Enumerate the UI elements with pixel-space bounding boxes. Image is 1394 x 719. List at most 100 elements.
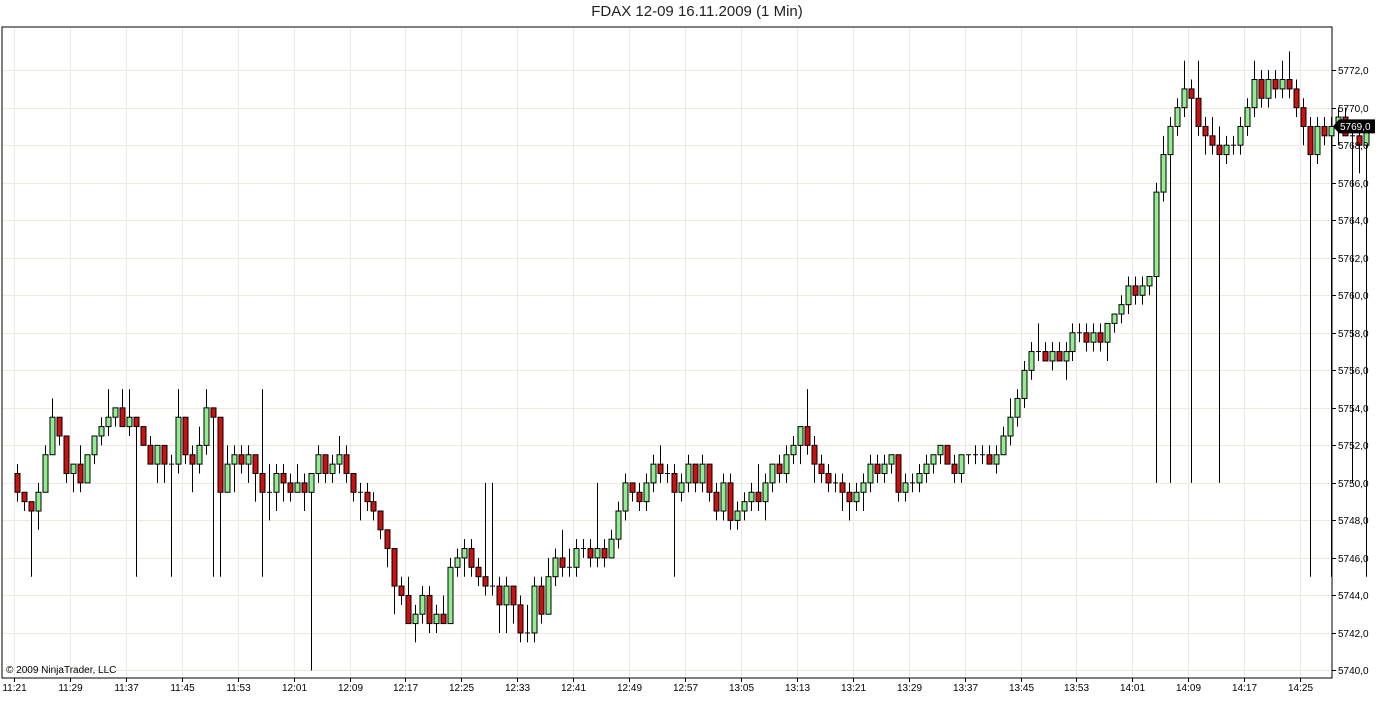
candle — [755, 464, 762, 512]
candle-body — [629, 482, 636, 493]
candle-body — [958, 454, 965, 475]
candle-body — [287, 482, 294, 493]
y-tick-label: 5750,0 — [1338, 479, 1369, 490]
candle-body — [930, 454, 937, 465]
candle — [1167, 117, 1174, 483]
candle — [916, 464, 923, 493]
candle-body — [636, 491, 643, 503]
y-tick-label: 5752,0 — [1338, 441, 1369, 452]
candle-body — [1090, 332, 1097, 343]
candle — [713, 482, 720, 521]
candle — [790, 435, 797, 465]
candle — [1139, 276, 1146, 305]
candle — [28, 501, 35, 577]
chart-title: FDAX 12-09 16.11.2009 (1 Min) — [591, 3, 803, 20]
y-tick-label: 5772,0 — [1338, 66, 1369, 77]
candle-body — [1195, 97, 1202, 127]
candle-body — [336, 454, 343, 465]
candle — [1174, 98, 1181, 136]
candle-body — [748, 491, 755, 503]
candle-body — [846, 491, 853, 503]
candle-body — [412, 613, 419, 625]
candle — [315, 445, 322, 483]
candle — [531, 576, 538, 643]
candle — [1181, 60, 1188, 118]
candle — [1328, 117, 1335, 577]
x-tick-label: 11:29 — [58, 683, 83, 694]
candle-body — [252, 454, 259, 475]
candle-body — [559, 557, 566, 568]
candle — [762, 473, 769, 521]
candle-body — [1265, 79, 1272, 99]
candle — [1251, 60, 1258, 118]
candle — [98, 417, 105, 446]
candle — [895, 454, 902, 502]
candle — [1146, 276, 1153, 296]
last-price-label: 5769,0 — [1340, 122, 1371, 133]
candle — [398, 576, 405, 605]
candle — [594, 482, 601, 568]
candle — [231, 445, 238, 493]
candle — [461, 539, 468, 577]
candle — [105, 389, 112, 436]
candle — [951, 454, 958, 483]
candle — [665, 464, 670, 483]
candle — [748, 482, 755, 512]
candle-body — [1272, 79, 1279, 90]
candle — [14, 464, 21, 502]
candle-body — [1321, 125, 1328, 137]
candle — [119, 389, 126, 428]
candle — [1356, 126, 1363, 174]
candle — [1202, 117, 1209, 155]
candle — [496, 576, 503, 633]
candle-body — [140, 426, 147, 446]
candle-body — [231, 454, 238, 465]
candle-body — [755, 491, 762, 503]
candle — [783, 445, 790, 483]
y-tick-label: 5756,0 — [1338, 366, 1369, 377]
candle-body — [63, 435, 70, 475]
candle — [440, 595, 447, 625]
candle-body — [21, 491, 28, 503]
x-tick-label: 12:49 — [617, 683, 642, 694]
candle-body — [77, 463, 84, 484]
candle — [545, 557, 552, 615]
candle-body — [329, 463, 336, 475]
x-tick-label: 13:05 — [729, 683, 754, 694]
candle — [867, 454, 874, 493]
candle-body — [161, 444, 168, 465]
candle — [993, 445, 1000, 474]
candle-body — [203, 407, 210, 446]
candle-body — [196, 444, 203, 465]
candle — [1014, 389, 1021, 427]
candle — [217, 416, 224, 577]
candle — [643, 473, 650, 512]
candle — [267, 464, 272, 521]
candle — [433, 604, 440, 633]
candle — [846, 482, 853, 521]
candle-body — [1307, 125, 1314, 156]
candle — [1083, 323, 1090, 352]
candle-body — [1216, 144, 1223, 156]
candle — [1209, 117, 1216, 155]
candle — [1028, 342, 1035, 380]
x-tick-label: 12:41 — [561, 683, 586, 694]
candle-body — [482, 576, 489, 587]
candle — [678, 473, 685, 502]
candle — [811, 435, 818, 483]
candle — [1265, 70, 1272, 108]
candle-body — [622, 482, 629, 512]
candle — [273, 464, 280, 512]
candle-body — [1244, 107, 1251, 127]
candle — [245, 445, 252, 483]
candle-body — [692, 463, 699, 484]
candle-body — [105, 416, 112, 428]
candle — [1300, 98, 1307, 146]
candle — [294, 464, 301, 493]
candle-body — [531, 585, 538, 634]
candle — [377, 510, 384, 540]
candle — [671, 464, 678, 577]
candle-body — [538, 585, 545, 615]
candle — [42, 445, 49, 493]
candle — [1069, 323, 1076, 361]
